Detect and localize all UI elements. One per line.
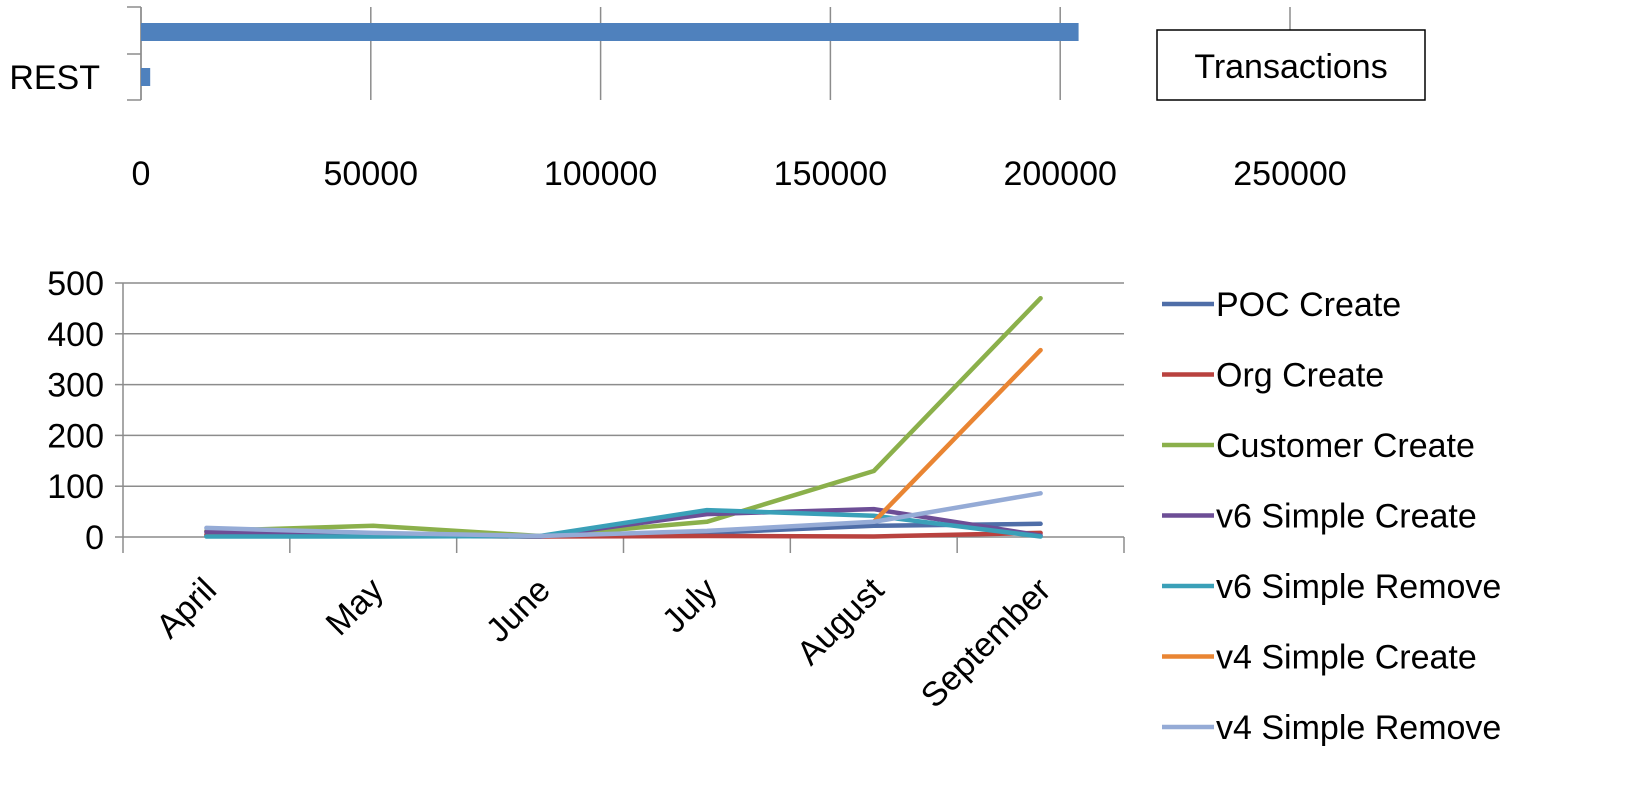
line-y-tick-label: 300 (47, 367, 104, 405)
line-series-2 (204, 295, 1043, 539)
legend-label-6: v4 Simple Remove (1216, 709, 1501, 747)
line-x-category-label: July (655, 571, 725, 641)
legend-label-3: v6 Simple Create (1216, 498, 1477, 536)
line-chart: 0 100 200 300 400 500 April May June July August Se… (47, 265, 1501, 747)
bar-legend-box (1156, 29, 1426, 101)
line-x-category-label: September (914, 571, 1058, 715)
bar-chart: REST 0 50000 100000 150000 200000 250000 Transa… (9, 6, 1426, 193)
line-x-category-label: May (319, 571, 391, 643)
bar-x-tick-label: 100000 (544, 155, 657, 193)
bar-x-tick-label: 0 (132, 155, 151, 193)
legend-label-2: Customer Create (1216, 427, 1475, 465)
line-y-tick-label: 200 (47, 417, 104, 455)
line-x-category-label: August (790, 570, 892, 672)
bar-x-tick-label: 50000 (324, 155, 419, 193)
bar-legend-label: Transactions (1194, 48, 1387, 86)
line-y-tick-label: 100 (47, 468, 104, 506)
bar-1 (141, 23, 1079, 41)
bar-x-tick-label: 250000 (1233, 155, 1346, 193)
bar-x-tick-label: 200000 (1003, 155, 1116, 193)
line-series-6 (204, 491, 1043, 539)
legend-label-1: Org Create (1216, 357, 1384, 395)
bar-category-label: REST (9, 59, 100, 97)
bar-x-tick-label: 150000 (774, 155, 887, 193)
line-y-tick-label: 0 (85, 519, 104, 557)
line-x-category-label: April (149, 571, 224, 646)
legend-label-5: v4 Simple Create (1216, 639, 1477, 677)
legend-label-4: v6 Simple Remove (1216, 568, 1501, 606)
line-y-tick-label: 500 (47, 265, 104, 303)
legend-label-0: POC Create (1216, 286, 1401, 324)
line-series-5 (871, 347, 1043, 525)
line-x-category-label: June (479, 571, 558, 650)
bar-0 (141, 68, 151, 86)
line-y-tick-label: 400 (47, 316, 104, 354)
